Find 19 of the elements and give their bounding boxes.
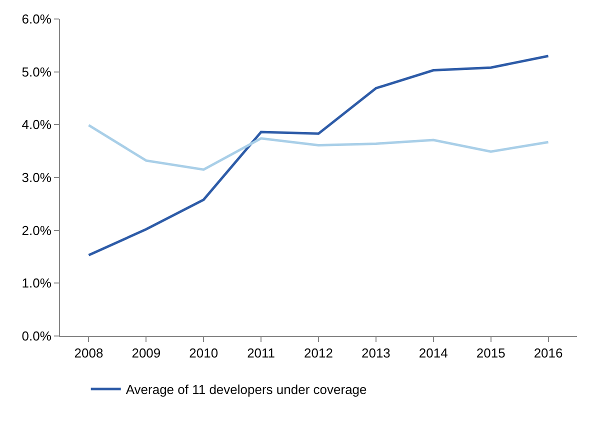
x-tick-label: 2011 <box>247 346 276 361</box>
y-tick-label: 4.0% <box>22 117 52 132</box>
legend-label: Average of 11 developers under coverage <box>126 382 367 398</box>
x-tick-label: 2014 <box>418 346 448 361</box>
y-tick-label: 0.0% <box>22 328 52 344</box>
x-tick-label: 2013 <box>361 346 390 361</box>
y-tick-label: 2.0% <box>22 222 52 238</box>
x-tick-label: 2008 <box>74 346 104 361</box>
x-tick-label: 2012 <box>304 346 333 361</box>
y-tick-label: 1.0% <box>22 276 52 291</box>
line-series <box>87 54 550 256</box>
x-tick-label: 2015 <box>476 346 506 361</box>
x-tick-label: 2010 <box>189 346 218 361</box>
y-tick-label: 3.0% <box>22 170 52 186</box>
x-tick-label: 2009 <box>132 346 161 361</box>
x-tick-label: 2016 <box>534 346 563 361</box>
line-series <box>87 124 550 171</box>
y-tick-label: 6.0% <box>22 12 52 27</box>
y-tick-label: 5.0% <box>22 64 52 80</box>
